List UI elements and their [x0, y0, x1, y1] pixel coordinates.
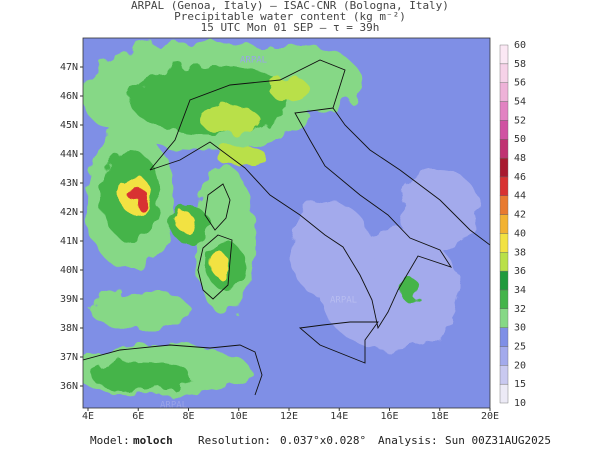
- lat-label: 41N: [60, 236, 78, 247]
- colorbar-segment: [499, 214, 509, 234]
- colorbar-label: 32: [514, 304, 526, 315]
- lon-label: 14E: [330, 411, 348, 422]
- colorbar-segment: [499, 176, 509, 196]
- colorbar-label: 42: [514, 210, 526, 221]
- colorbar-label: 40: [514, 228, 526, 239]
- colorbar-segment: [499, 120, 509, 140]
- coastline: [149, 107, 490, 330]
- colorbar-segment: [499, 139, 509, 159]
- lat-label: 37N: [60, 352, 78, 363]
- colorbar-label: 10: [514, 398, 526, 409]
- footer-value: moloch: [133, 434, 173, 447]
- colorbar: 10 15 20 25 30 32 34 36 38 40 42 44 46 48 50 52 54 56 58 60: [499, 40, 526, 409]
- colorbar-segment: [499, 365, 509, 385]
- lat-label: 45N: [60, 120, 78, 131]
- colorbar-label: 52: [514, 115, 526, 126]
- footer-label: Resolution:: [198, 434, 271, 447]
- colorbar-label: 46: [514, 172, 526, 183]
- colorbar-segment: [499, 233, 509, 253]
- lat-label: 42N: [60, 207, 78, 218]
- lat-label: 44N: [60, 149, 78, 160]
- header-line: 15 UTC Mon 01 SEP — τ = 39h: [201, 21, 380, 34]
- colorbar-label: 38: [514, 247, 526, 258]
- coastline: [197, 234, 233, 300]
- colorbar-label: 36: [514, 266, 526, 277]
- colorbar-label: 34: [514, 285, 526, 296]
- header-line: Precipitable water content (kg m⁻²): [174, 10, 406, 23]
- lat-axis: 47N 46N 45N 44N 43N 42N 41N 40N 39N 38N 37N 36N: [60, 62, 83, 392]
- colorbar-label: 20: [514, 360, 526, 371]
- colorbar-segment: [499, 195, 509, 215]
- lat-label: 36N: [60, 381, 78, 392]
- colorbar-segment: [499, 289, 509, 309]
- border: [149, 59, 346, 171]
- colorbar-segment: [499, 327, 509, 347]
- colorbar-segment: [499, 157, 509, 178]
- colorbar-segment: [499, 101, 509, 121]
- coastline: [204, 183, 231, 231]
- colorbar-label: 48: [514, 153, 526, 164]
- colorbar-segment: [499, 346, 509, 366]
- lat-label: 40N: [60, 265, 78, 276]
- colorbar-segment: [499, 44, 509, 65]
- colorbar-label: 58: [514, 59, 526, 70]
- colorbar-segment: [499, 82, 509, 102]
- lat-label: 47N: [60, 62, 78, 73]
- coastline: [298, 321, 379, 364]
- lon-axis: 4E 6E 8E 10E 12E 14E 16E 18E 20E: [82, 408, 499, 422]
- footer-value: 0.037°x0.028°: [280, 434, 366, 447]
- map-frame: [82, 37, 491, 409]
- lon-label: 20E: [481, 411, 499, 422]
- lat-label: 43N: [60, 178, 78, 189]
- colorbar-label: 25: [514, 341, 526, 352]
- lon-label: 16E: [380, 411, 398, 422]
- lat-label: 39N: [60, 294, 78, 305]
- colorbar-segment: [499, 252, 509, 272]
- lat-label: 46N: [60, 91, 78, 102]
- colorbar-segment: [499, 383, 509, 404]
- watermark: ARPAL: [160, 401, 187, 411]
- footer-label: Analysis:: [378, 434, 438, 447]
- colorbar-label: 56: [514, 78, 526, 89]
- colorbar-segment: [499, 308, 509, 328]
- lon-label: 12E: [280, 411, 298, 422]
- lon-label: 8E: [182, 411, 194, 422]
- colorbar-label: 50: [514, 134, 526, 145]
- colorbar-label: 44: [514, 191, 526, 202]
- lon-label: 4E: [82, 411, 94, 422]
- colorbar-label: 30: [514, 323, 526, 334]
- colorbar-label: 60: [514, 40, 526, 51]
- lon-label: 6E: [132, 411, 144, 422]
- lon-label: 10E: [230, 411, 248, 422]
- map-field: ARPAL ARPAL ARPAL: [83, 38, 490, 411]
- colorbar-label: 15: [514, 379, 526, 390]
- watermark: ARPAL: [240, 56, 267, 66]
- lat-label: 38N: [60, 323, 78, 334]
- lon-label: 18E: [431, 411, 449, 422]
- footer-value: Sun 00Z31AUG2025: [445, 434, 551, 447]
- footer-label: Model:: [90, 434, 130, 447]
- coastline: [83, 344, 263, 396]
- colorbar-label: 54: [514, 97, 526, 108]
- watermark: ARPAL: [330, 296, 357, 306]
- colorbar-segment: [499, 63, 509, 83]
- colorbar-segment: [499, 270, 509, 291]
- header-line: ARPAL (Genoa, Italy) — ISAC-CNR (Bologna…: [131, 0, 449, 12]
